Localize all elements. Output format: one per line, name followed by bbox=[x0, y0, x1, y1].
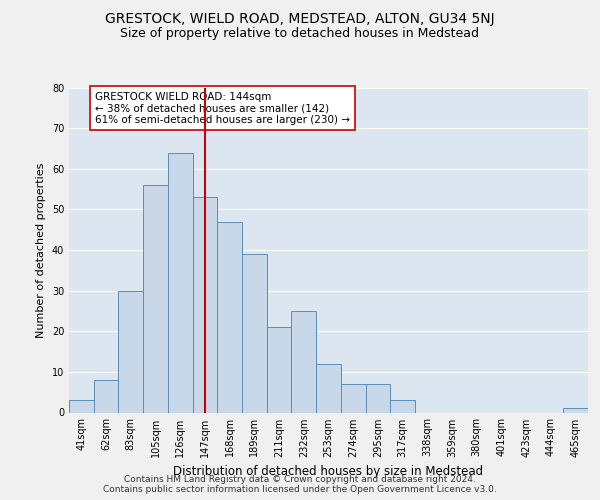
Bar bbox=[341, 384, 365, 412]
Text: GRESTOCK WIELD ROAD: 144sqm
← 38% of detached houses are smaller (142)
61% of se: GRESTOCK WIELD ROAD: 144sqm ← 38% of det… bbox=[95, 92, 350, 125]
Text: Size of property relative to detached houses in Medstead: Size of property relative to detached ho… bbox=[121, 28, 479, 40]
Bar bbox=[168, 152, 193, 412]
Bar bbox=[316, 364, 341, 412]
Bar bbox=[242, 254, 267, 412]
Bar bbox=[94, 380, 118, 412]
X-axis label: Distribution of detached houses by size in Medstead: Distribution of detached houses by size … bbox=[173, 465, 484, 478]
Bar bbox=[118, 290, 143, 412]
Bar bbox=[365, 384, 390, 412]
Bar bbox=[143, 185, 168, 412]
Text: GRESTOCK, WIELD ROAD, MEDSTEAD, ALTON, GU34 5NJ: GRESTOCK, WIELD ROAD, MEDSTEAD, ALTON, G… bbox=[105, 12, 495, 26]
Y-axis label: Number of detached properties: Number of detached properties bbox=[36, 162, 46, 338]
Bar bbox=[193, 197, 217, 412]
Bar bbox=[563, 408, 588, 412]
Bar bbox=[69, 400, 94, 412]
Bar bbox=[267, 327, 292, 412]
Bar bbox=[390, 400, 415, 412]
Bar bbox=[217, 222, 242, 412]
Text: Contains HM Land Registry data © Crown copyright and database right 2024.
Contai: Contains HM Land Registry data © Crown c… bbox=[103, 474, 497, 494]
Bar bbox=[292, 311, 316, 412]
